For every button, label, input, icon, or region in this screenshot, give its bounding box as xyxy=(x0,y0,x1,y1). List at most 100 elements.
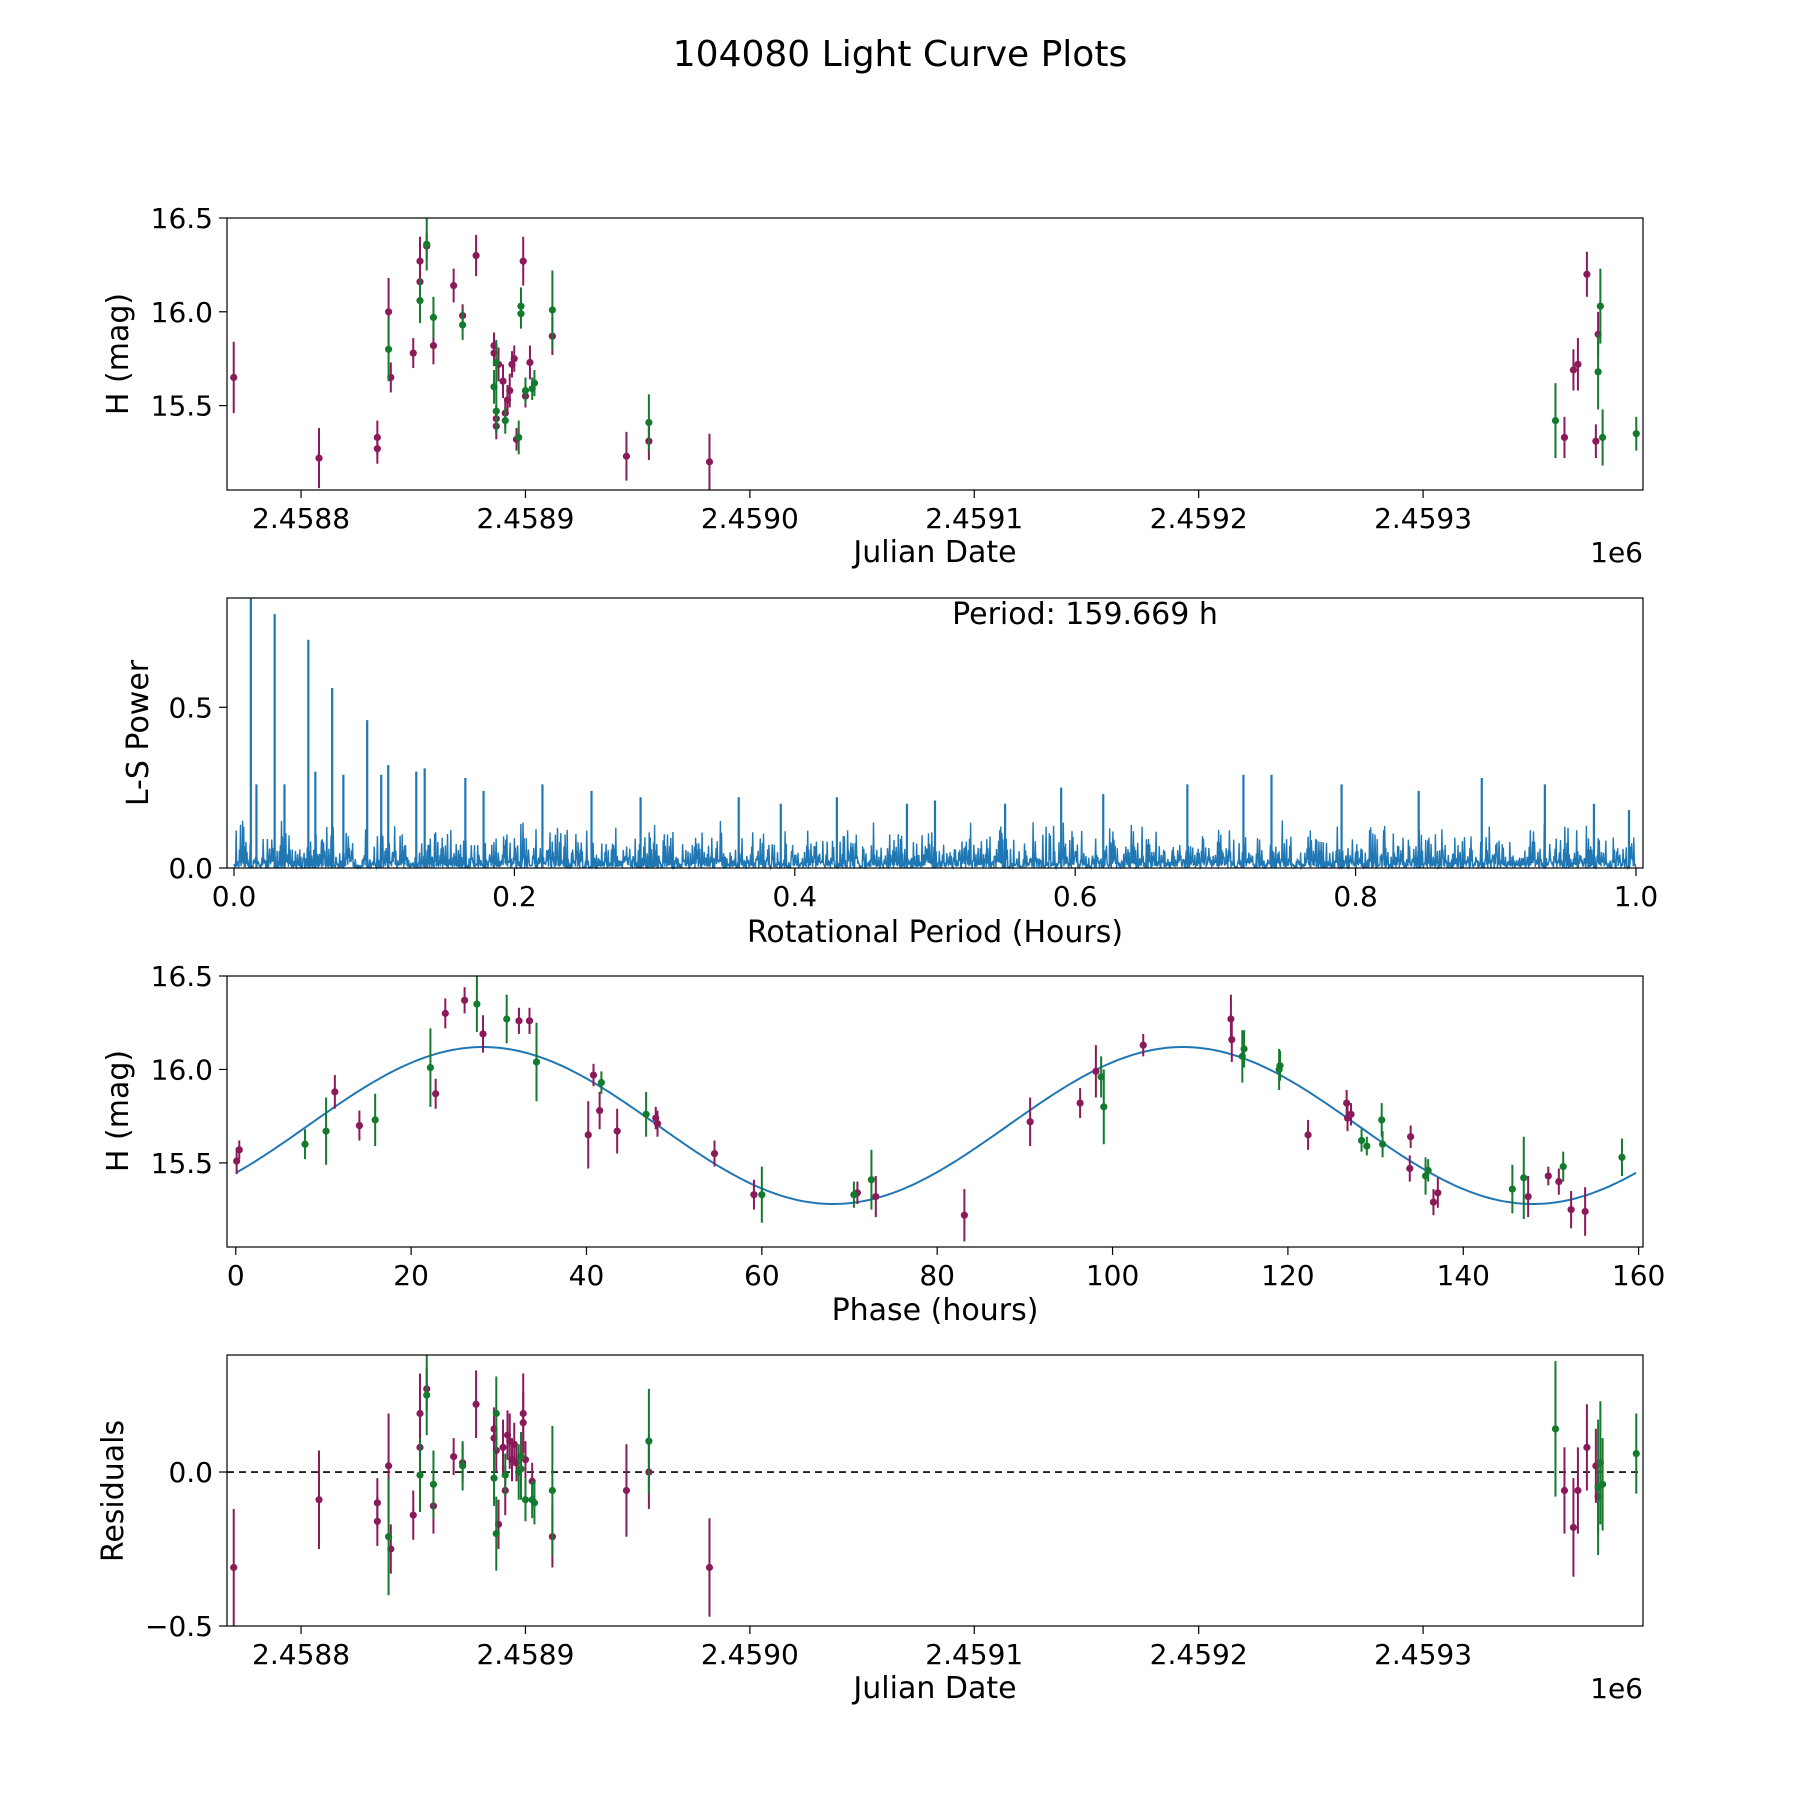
phased-green-point xyxy=(1276,1062,1284,1070)
phased-purple-point xyxy=(1434,1189,1442,1197)
periodogram-ticks: 0.0 0.2 0.4 0.6 0.8 1.0 0.0 0.5 xyxy=(168,691,1658,913)
phased-xtick-label: 160 xyxy=(1612,1259,1665,1292)
residuals-green-point xyxy=(492,1530,500,1538)
periodogram-xtick-label: 1.0 xyxy=(1614,880,1659,913)
lightcurve-ytick-label: 16.0 xyxy=(151,296,213,329)
phased-fit-curve xyxy=(235,1046,1637,1205)
phased-purple-point xyxy=(1347,1110,1355,1118)
periodogram-axes-frame xyxy=(226,597,1644,869)
phased-green-point xyxy=(1100,1103,1108,1111)
lightcurve-xtick-label: 2.4588 xyxy=(252,502,350,535)
periodogram-xtick-label: 0.2 xyxy=(492,880,537,913)
phased-green-point xyxy=(867,1176,876,1184)
lightcurve-purple-point xyxy=(373,445,381,453)
periodogram-period-annotation: Period: 159.669 h xyxy=(952,597,1218,632)
lightcurve-green-point xyxy=(459,321,467,329)
residuals-purple-point xyxy=(315,1496,323,1504)
phased-green-point xyxy=(371,1116,379,1124)
phased-purple-point xyxy=(960,1211,968,1219)
residuals-purple-point xyxy=(1569,1523,1578,1532)
phased-purple-point xyxy=(613,1127,621,1135)
residuals-green-point xyxy=(645,1437,653,1445)
residuals-purple-point xyxy=(373,1517,381,1525)
residuals-xlabel: Julian Date xyxy=(851,1671,1016,1706)
residuals-xtick-label: 2.4591 xyxy=(925,1638,1023,1671)
residuals-green-point xyxy=(423,1391,431,1399)
residuals-green-point xyxy=(492,1409,500,1418)
phased-green-point xyxy=(1508,1185,1516,1193)
phased-purple-point xyxy=(1076,1099,1084,1107)
lightcurve-purple-point xyxy=(526,358,534,367)
residuals-purple-point xyxy=(409,1511,417,1519)
lightcurve-purple-point xyxy=(409,349,417,357)
phased-green-point xyxy=(1559,1163,1567,1171)
lightcurve-green-point xyxy=(492,358,500,367)
periodogram-xtick-label: 0.8 xyxy=(1333,880,1378,913)
lightcurve-ytick-label: 16.5 xyxy=(151,202,213,235)
residuals-ylabel: Residuals xyxy=(96,1420,131,1562)
phased-purple-point xyxy=(432,1090,440,1098)
phased-purple-point xyxy=(1407,1133,1415,1141)
periodogram-ylabel: L-S Power xyxy=(121,659,156,806)
phased-purple-point xyxy=(653,1120,662,1128)
phased-green-point xyxy=(850,1191,858,1199)
phased-purple-point xyxy=(1544,1172,1552,1180)
phased-purple-point xyxy=(1555,1177,1563,1186)
residuals-green-point xyxy=(429,1480,438,1488)
lightcurve-purple-point xyxy=(384,308,393,316)
lightcurve-xtick-label: 2.4589 xyxy=(476,502,574,535)
lightcurve-purple-point xyxy=(622,452,631,460)
phased-purple-point xyxy=(1139,1041,1147,1049)
lightcurve-x-offset-label: 1e6 xyxy=(1590,536,1643,569)
phased-green-point xyxy=(503,1015,511,1023)
phased-purple-point xyxy=(331,1088,339,1096)
residuals-ticks: 2.4588 2.4589 2.4590 2.4591 2.4592 2.4593 −0.5… xyxy=(145,1456,1472,1671)
residuals-purple-point xyxy=(622,1486,631,1495)
lightcurve-green-point xyxy=(490,383,498,391)
phased-purple-point xyxy=(515,1017,523,1025)
phased-purple-point xyxy=(1304,1131,1312,1139)
phased-xtick-label: 40 xyxy=(569,1259,605,1292)
residuals-xtick-label: 2.4588 xyxy=(252,1638,350,1671)
residuals-purple-point xyxy=(705,1563,714,1572)
periodogram-ytick-label: 0.0 xyxy=(168,852,213,885)
residuals-green-point xyxy=(501,1471,509,1479)
residuals-xtick-label: 2.4592 xyxy=(1150,1638,1248,1671)
lightcurve-green-point xyxy=(1599,433,1607,442)
phased-xlabel: Phase (hours) xyxy=(832,1293,1039,1328)
lightcurve-green-point xyxy=(429,313,438,322)
lightcurve-purple-point xyxy=(315,454,323,462)
phased-green-point xyxy=(1357,1136,1366,1145)
phased-purple-point xyxy=(584,1131,592,1139)
lightcurve-xtick-label: 2.4593 xyxy=(1374,502,1472,535)
residuals-green-point xyxy=(548,1486,556,1495)
phased-xtick-label: 80 xyxy=(919,1259,955,1292)
residuals-purple-point xyxy=(230,1563,238,1572)
phased-purple-point xyxy=(355,1121,363,1130)
lightcurve-green-point xyxy=(645,418,653,427)
lightcurve-green-point xyxy=(423,240,431,248)
phased-xtick-label: 100 xyxy=(1086,1259,1139,1292)
lightcurve-green-point xyxy=(1551,416,1560,425)
phased-axes-frame xyxy=(226,975,1644,1248)
phased-ytick-label: 16.5 xyxy=(151,960,213,993)
phased-green-point xyxy=(1520,1174,1528,1182)
phased-xtick-label: 60 xyxy=(744,1259,780,1292)
periodogram-xtick-label: 0.4 xyxy=(773,880,818,913)
residuals-purple-point xyxy=(384,1462,393,1470)
phased-green-point xyxy=(758,1191,766,1199)
lightcurve-purple-point xyxy=(472,251,480,260)
residuals-green-point xyxy=(521,1496,530,1504)
lightcurve-green-point xyxy=(492,407,500,415)
lightcurve-green-point xyxy=(416,296,424,305)
residuals-xtick-label: 2.4590 xyxy=(701,1638,799,1671)
residuals-panel: 2.4588 2.4589 2.4590 2.4591 2.4592 2.4593 −0.5… xyxy=(96,1354,1644,1706)
phased-green-point xyxy=(1618,1153,1626,1161)
phased-green-point xyxy=(597,1078,605,1087)
periodogram-xtick-label: 0.0 xyxy=(212,880,257,913)
residuals-purple-point xyxy=(1574,1486,1582,1495)
residuals-xtick-label: 2.4593 xyxy=(1374,1638,1472,1671)
phased-green-point xyxy=(301,1140,309,1148)
phased-ticks: 0 20 40 60 80 100 120 140 160 15.5 16.0 16.5 xyxy=(151,960,1666,1292)
